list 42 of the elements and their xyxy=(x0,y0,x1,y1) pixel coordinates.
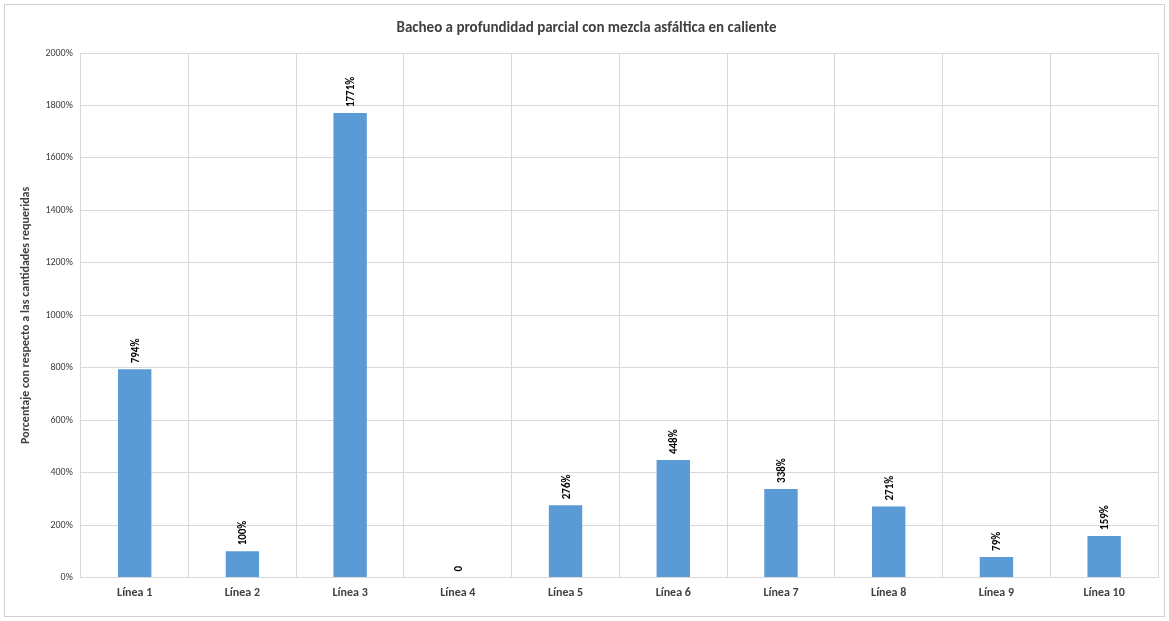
x-tick-label: Línea 3 xyxy=(332,584,368,599)
bar xyxy=(225,551,260,578)
bar xyxy=(548,505,583,578)
x-tick-label: Línea 2 xyxy=(224,584,261,599)
data-label: 1771% xyxy=(344,76,358,108)
x-tick-label: Línea 5 xyxy=(547,584,584,599)
bar xyxy=(872,506,906,578)
bar xyxy=(333,113,367,578)
data-label: 271% xyxy=(882,475,896,501)
x-tick-label: Línea 6 xyxy=(655,584,691,599)
x-tick-label: Línea 7 xyxy=(763,584,799,599)
y-tick-label: 1400% xyxy=(45,202,73,216)
data-label: 0 xyxy=(451,565,465,572)
data-label: 794% xyxy=(128,338,142,364)
y-tick-label: 600% xyxy=(50,412,73,426)
y-tick-label: 1800% xyxy=(45,97,73,111)
bar xyxy=(117,369,152,578)
y-tick-label: 1600% xyxy=(45,150,73,164)
chart-title: Bacheo a profundidad parcial con mezcla asfáltica en caliente xyxy=(396,17,777,36)
y-tick-label: 200% xyxy=(50,517,73,531)
data-label: 448% xyxy=(667,429,681,455)
y-tick-label: 2000% xyxy=(45,45,73,59)
y-tick-label: 1000% xyxy=(45,307,73,321)
bar xyxy=(1087,535,1121,578)
bar xyxy=(764,488,798,578)
y-tick-label: 0% xyxy=(60,570,73,584)
x-tick-label: Línea 4 xyxy=(440,584,476,599)
y-axis-title: Porcentaje con respecto a las cantidades requeridas xyxy=(18,186,33,444)
y-tick-label: 800% xyxy=(50,360,73,374)
data-label: 338% xyxy=(774,458,788,483)
data-label: 276% xyxy=(559,474,573,500)
y-tick-label: 1200% xyxy=(45,255,73,269)
data-label: 79% xyxy=(990,531,1004,551)
bar xyxy=(979,556,1014,578)
x-tick-label: Línea 1 xyxy=(117,584,153,599)
data-label: 100% xyxy=(236,520,250,546)
data-label: 159% xyxy=(1098,505,1112,530)
x-tick-label: Línea 9 xyxy=(978,584,1015,599)
x-tick-label: Línea 8 xyxy=(871,584,907,599)
bar xyxy=(656,460,690,578)
x-tick-label: Línea 10 xyxy=(1083,584,1125,599)
y-tick-label: 400% xyxy=(50,465,73,479)
